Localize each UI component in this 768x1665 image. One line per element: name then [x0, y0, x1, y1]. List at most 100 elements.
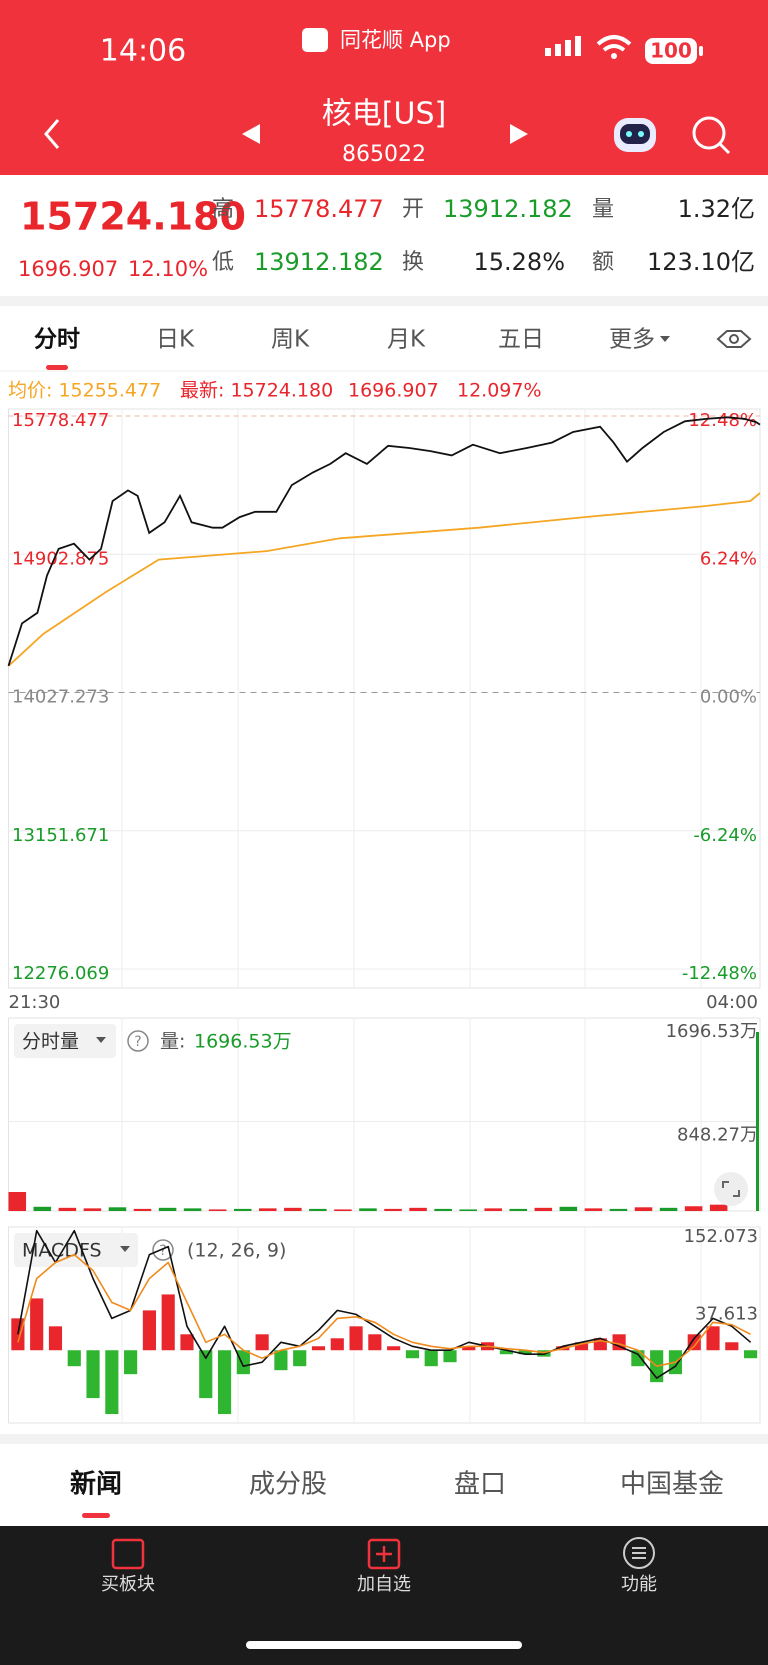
selector-bg[interactable]: [14, 1233, 138, 1267]
y2-tick-label: -12.48%: [682, 963, 757, 984]
field-label: 换: [402, 250, 424, 275]
macd-bar: [518, 1350, 532, 1355]
next-button[interactable]: [510, 124, 528, 144]
quote-change: 1696.907: [18, 257, 118, 281]
macd-bar: [424, 1350, 438, 1367]
macd-bar: [387, 1346, 401, 1351]
wifi-icon: [596, 35, 632, 52]
macd-bar: [706, 1326, 720, 1351]
macd-bar: [311, 1346, 326, 1351]
macd-bar: [67, 1350, 81, 1367]
prev-button[interactable]: [242, 124, 260, 144]
field-label: 量: [592, 197, 614, 222]
nav-item[interactable]: 买板块: [101, 1574, 155, 1595]
sub-tab-indicator: [82, 1513, 110, 1518]
menu-icon: [623, 1537, 655, 1569]
tab[interactable]: 更多: [609, 327, 655, 353]
volume-current: 1696.53万: [194, 1031, 292, 1053]
volume-bar: [459, 1209, 477, 1211]
y-tick-label: 37.613: [695, 1303, 758, 1324]
macd-params: (12, 26, 9): [187, 1240, 286, 1262]
settings-button[interactable]: [716, 330, 752, 348]
macd-bar: [330, 1338, 344, 1351]
volume-bar: [684, 1206, 703, 1211]
status-time: 14:06: [100, 34, 186, 69]
field-label: 额: [592, 250, 614, 275]
macd-bar: [612, 1334, 626, 1351]
help-icon[interactable]: [152, 1239, 174, 1261]
volume-bar: [756, 1032, 759, 1211]
help-icon[interactable]: [127, 1030, 149, 1052]
field-label: 开: [402, 197, 424, 222]
macd-bar: [86, 1350, 100, 1399]
y-tick-label: 848.27万: [677, 1124, 758, 1145]
nav-item[interactable]: 功能: [621, 1574, 657, 1595]
quote-price: 15724.180: [20, 195, 246, 239]
expand-button[interactable]: [714, 1172, 748, 1206]
volume-bar: [559, 1206, 578, 1211]
volume-bar: [584, 1208, 603, 1211]
field-label: 低: [212, 250, 234, 275]
sub-tab[interactable]: 中国基金: [620, 1470, 724, 1500]
quote-change-pct: 12.10%: [128, 257, 208, 281]
app-icon: [302, 28, 328, 52]
y2-tick-label: 12.48%: [688, 410, 757, 431]
macd-bar: [405, 1350, 420, 1359]
macd-bar: [180, 1334, 194, 1351]
divider: [0, 1434, 768, 1444]
sub-tab[interactable]: 盘口: [454, 1470, 506, 1500]
macd-bar: [48, 1326, 63, 1351]
field-value: 1.32亿: [678, 195, 755, 223]
settings-dot: [729, 334, 739, 344]
stock-title: 核电[US]: [322, 97, 446, 132]
tab[interactable]: 月K: [387, 327, 426, 353]
field-value: 15.28%: [473, 248, 565, 276]
volume-bar: [58, 1207, 77, 1211]
tab[interactable]: 周K: [271, 327, 310, 353]
nav-item[interactable]: 加自选: [357, 1574, 411, 1595]
tab[interactable]: 五日: [498, 327, 544, 353]
macd-bar: [161, 1294, 175, 1351]
y-tick-label: 152.073: [684, 1226, 758, 1247]
macd-bar: [631, 1350, 645, 1367]
volume-bar: [509, 1208, 528, 1211]
volume-selector[interactable]: 分时量: [22, 1031, 79, 1053]
volume-bar: [484, 1208, 502, 1211]
volume-bar: [108, 1207, 127, 1211]
search-button[interactable]: [692, 116, 731, 155]
sub-tab[interactable]: 新闻: [70, 1469, 122, 1500]
back-button[interactable]: [44, 119, 60, 149]
macd-bar: [142, 1310, 156, 1351]
field-value: 13912.182: [254, 248, 384, 276]
sub-tab[interactable]: 成分股: [249, 1470, 327, 1500]
menu-lines: [632, 1547, 646, 1559]
volume-bar: [359, 1208, 377, 1211]
y2-tick-label: 0.00%: [700, 687, 757, 708]
volume-bar: [309, 1208, 327, 1211]
x-tick-label: 04:00: [706, 992, 758, 1013]
y-tick-label: 15778.477: [12, 410, 109, 431]
status-app: 同花顺 App: [340, 28, 451, 52]
tab[interactable]: 分时: [34, 327, 80, 353]
tab[interactable]: 日K: [156, 327, 195, 353]
price-line: [7, 416, 761, 667]
assistant-button[interactable]: [614, 118, 656, 152]
macd-bar: [105, 1350, 119, 1415]
volume-bar: [33, 1206, 52, 1211]
volume-bar: [158, 1207, 177, 1211]
add-plus: [376, 1546, 392, 1562]
volume-bar: [634, 1207, 653, 1211]
stock-code: 865022: [342, 142, 426, 167]
panel-frame: [8, 1017, 761, 1212]
buy-icon: [111, 1538, 145, 1570]
x-tick-label: 21:30: [9, 992, 61, 1013]
volume-label: 量:: [160, 1031, 185, 1053]
y-tick-label: 13151.671: [12, 825, 109, 846]
info-change-pct: 12.097%: [457, 380, 542, 402]
volume-bar: [534, 1207, 553, 1211]
info-latest: 最新: 15724.180: [180, 380, 333, 402]
y-tick-label: 1696.53万: [666, 1021, 758, 1042]
selector-bg[interactable]: [14, 1024, 116, 1058]
field-label: 高: [212, 197, 234, 222]
y-tick-label: 14027.273: [12, 687, 109, 708]
